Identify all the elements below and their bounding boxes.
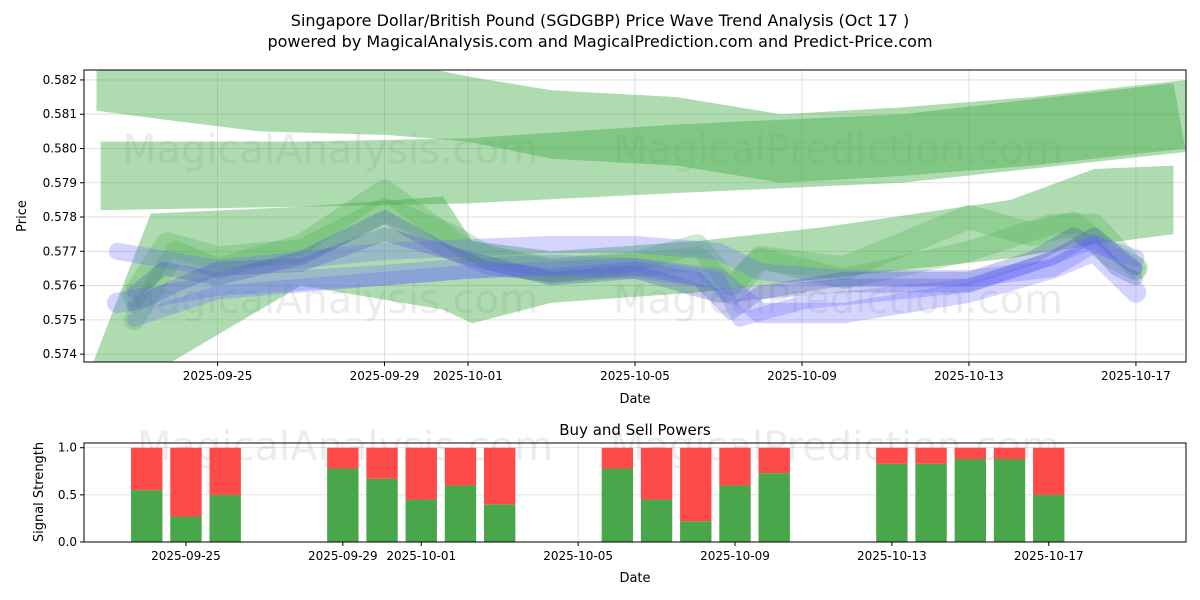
chart-title: Singapore Dollar/British Pound (SGDGBP) … [291, 11, 909, 30]
sell-bar [719, 447, 751, 486]
x-tick-label: 2025-10-01 [386, 549, 456, 563]
powers-x-label: Date [619, 571, 650, 586]
price-wave [127, 210, 1143, 320]
price-wave [107, 241, 1147, 324]
sell-bar [170, 447, 202, 517]
trend-band [96, 70, 1186, 183]
sell-bar [640, 447, 673, 500]
buy-bar [170, 516, 202, 542]
watermark-top-left: MagicalAnalysis.com [122, 127, 538, 173]
y-tick-label: 0.582 [43, 73, 77, 87]
sell-bar [993, 447, 1026, 460]
price-grid [84, 70, 1186, 362]
price-wave [122, 198, 1148, 308]
x-tick-label: 2025-10-13 [857, 549, 927, 563]
price-axes: 2025-09-25 2025-09-29 2025-10-01 2025-10-05… [43, 73, 1171, 383]
y-tick-label: 0.0 [58, 535, 77, 549]
buy-bar [327, 468, 359, 542]
buy-bar [405, 499, 437, 542]
x-tick-label: 2025-10-09 [767, 369, 837, 383]
sell-bar [444, 447, 477, 486]
x-tick-label: 2025-10-17 [1014, 549, 1084, 563]
sell-bar [915, 447, 947, 464]
buy-bar [640, 499, 673, 542]
y-tick-label: 0.580 [43, 141, 77, 155]
buy-bar [719, 485, 751, 542]
trend-band [93, 165, 1174, 362]
sell-bar [366, 447, 398, 479]
y-tick-label: 0.575 [43, 313, 77, 327]
buy-bar [1033, 494, 1065, 542]
buy-bar [758, 473, 790, 542]
trend-band [100, 83, 1186, 211]
sell-bar [209, 447, 241, 495]
sell-bar [601, 447, 634, 469]
price-wave [127, 227, 1143, 313]
price-wave [127, 234, 1143, 327]
y-tick-label: 0.577 [43, 244, 77, 258]
y-tick-label: 1.0 [58, 441, 77, 455]
y-tick-label: 0.576 [43, 279, 77, 293]
y-tick-label: 0.5 [58, 488, 77, 502]
y-tick-label: 0.574 [43, 347, 77, 361]
buy-bar [601, 468, 634, 542]
powers-bars [131, 447, 1065, 542]
x-tick-label: 2025-10-17 [1101, 369, 1171, 383]
x-tick-label: 2025-10-09 [700, 549, 770, 563]
price-y-label: Price [15, 200, 30, 232]
y-tick-label: 0.581 [43, 107, 77, 121]
x-tick-label: 2025-10-05 [600, 369, 670, 383]
buy-bar [484, 504, 516, 542]
sell-bar [876, 447, 908, 464]
watermark-mid-right: MagicalPrediction.com [613, 277, 1063, 323]
price-waves [93, 70, 1186, 362]
powers-title: Buy and Sell Powers [559, 421, 711, 439]
y-tick-label: 0.578 [43, 210, 77, 224]
sell-bar [327, 447, 359, 469]
sell-bar [1033, 447, 1065, 495]
price-x-label: Date [619, 392, 650, 407]
x-tick-label: 2025-10-13 [934, 369, 1004, 383]
watermark-mid-left: MagicalAnalysis.com [122, 277, 538, 323]
x-tick-label: 2025-09-29 [308, 549, 378, 563]
sell-bar [131, 447, 163, 491]
y-tick-label: 0.579 [43, 176, 77, 190]
sell-bar [758, 447, 790, 474]
x-tick-label: 2025-09-29 [350, 369, 420, 383]
buy-bar [954, 459, 986, 542]
sell-bar [954, 447, 986, 460]
price-wave [123, 179, 1147, 331]
powers-axes: 2025-09-25 2025-09-29 2025-10-01 2025-10-05… [58, 441, 1084, 563]
buy-bar [680, 521, 712, 542]
buy-bar [366, 478, 398, 542]
sell-bar [680, 447, 712, 522]
watermark-top-right: MagicalPrediction.com [613, 127, 1063, 173]
powers-y-label: Signal Strength [32, 442, 47, 542]
powers-plot-frame [83, 442, 1187, 543]
buy-bar [915, 463, 947, 542]
chart-subtitle: powered by MagicalAnalysis.com and Magic… [267, 32, 932, 51]
watermark-bottom-right: MagicalPrediction.com [610, 424, 1060, 470]
x-tick-label: 2025-09-25 [183, 369, 253, 383]
x-tick-label: 2025-09-25 [151, 549, 221, 563]
x-tick-label: 2025-10-01 [433, 369, 503, 383]
price-wave [108, 235, 1145, 288]
buy-bar [444, 485, 477, 542]
buy-bar [209, 494, 241, 542]
sell-bar [405, 447, 437, 500]
x-tick-label: 2025-10-05 [543, 549, 613, 563]
buy-bar [876, 463, 908, 542]
sell-bar [484, 447, 516, 505]
buy-bar [993, 459, 1026, 542]
buy-bar [131, 490, 163, 542]
